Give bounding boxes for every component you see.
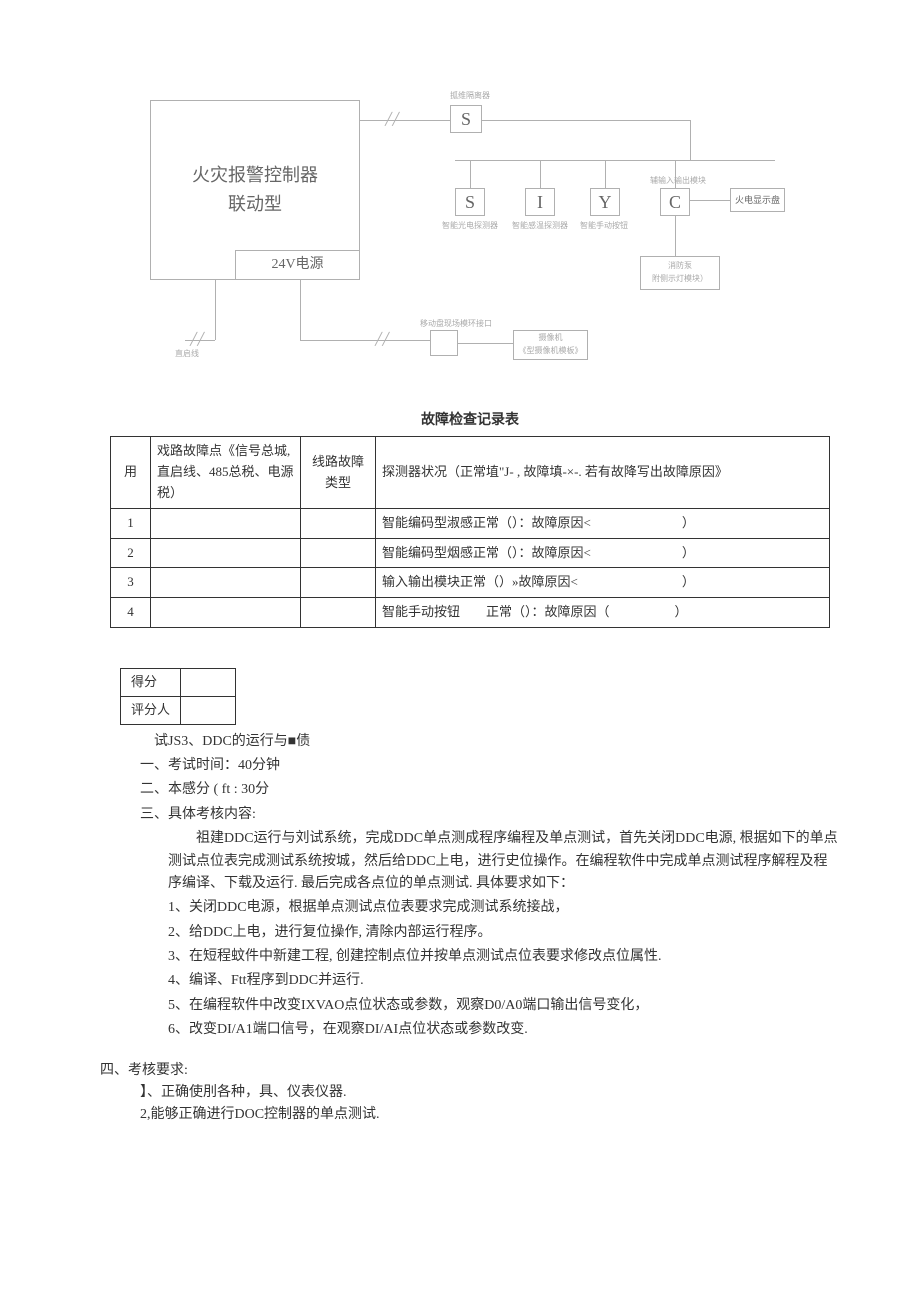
item-3: 3、在短程蚊件中新建工程, 创建控制点位并按单点测试点位表要求修改点位属性. — [140, 946, 840, 968]
pump-l1: 消防泵 — [668, 260, 692, 273]
cell-n: 1 — [111, 508, 151, 538]
item-2: 2、给DDC上电，进行复位操作, 清除内部运行程序。 — [140, 922, 840, 944]
bl-label: 直启线 — [175, 348, 199, 361]
pump-l2: 附侧示灯模块） — [652, 273, 708, 286]
y-label: 智能手动按钮 — [580, 220, 628, 233]
th-3: 线路故障类型 — [301, 437, 376, 508]
section-4: 四、考核要求: 】、正确使刖各种，具、仪表仪器. 2,能够正确进行DOC控制器的… — [100, 1060, 840, 1127]
interface-label: 移动盘现场模环接口 — [420, 318, 492, 331]
isolator-s: S — [461, 105, 471, 134]
para-1: 祖建DDC运行与刘试系统，完成DDC单点测成程序编程及单点测试，首先关闭DDC电… — [168, 828, 840, 895]
table-row: 4 智能手动按钮 正常（）：故障原因（ ） — [111, 598, 830, 628]
cell-n: 3 — [111, 568, 151, 598]
table-row: 2 智能编码型烟感正常（）：故障原因< ） — [111, 538, 830, 568]
th-4: 探测器状况（正常埴"J- , 故障填-×-. 若有故降写出故障原因》 — [376, 437, 830, 508]
sec4-title: 四、考核要求: — [100, 1060, 840, 1082]
th-2: 戏路故障点《信号总城, 直启线、485总税、电源税） — [151, 437, 301, 508]
score-r2: 评分人 — [121, 696, 181, 724]
fire-display: 火电显示盘 — [735, 193, 780, 207]
section-title: 试JS3、DDC的运行与■债 — [140, 731, 840, 753]
cell-d: 智能编码型淑感正常（）：故障原因< ） — [376, 508, 830, 538]
sec4-1: 】、正确使刖各种，具、仪表仪器. — [140, 1082, 840, 1104]
line-3: 三、具体考核内容: — [140, 804, 840, 826]
item-6: 6、改变DI/A1端口信号，在观察DI/AI点位状态或参数改变. — [140, 1019, 840, 1041]
cell-d: 智能编码型烟感正常（）：故障原因< ） — [376, 538, 830, 568]
table-header-row: 用 戏路故障点《信号总城, 直启线、485总税、电源税） 线路故障类型 探测器状… — [111, 437, 830, 508]
line-1: 一、考试时间：40分钟 — [140, 755, 840, 777]
fault-table-title: 故障检查记录表 — [100, 410, 840, 432]
score-table: 得分 评分人 — [120, 668, 236, 725]
fault-table: 用 戏路故障点《信号总城, 直启线、485总税、电源税） 线路故障类型 探测器状… — [110, 436, 830, 628]
item-1: 1、关闭DDC电源，根据单点测试点位表要求完成测试系统接战， — [140, 897, 840, 919]
cell-d: 智能手动按钮 正常（）：故障原因（ ） — [376, 598, 830, 628]
th-1: 用 — [111, 437, 151, 508]
cam-l2: 《型摄像机模板》 — [519, 345, 583, 358]
box-i: I — [537, 188, 543, 217]
cell-n: 2 — [111, 538, 151, 568]
score-r1: 得分 — [121, 668, 181, 696]
box-y: Y — [599, 188, 612, 217]
sec4-2: 2,能够正确进行DOC控制器的单点测试. — [140, 1104, 840, 1126]
table-row: 3 输入输出模块正常（）»故障原因< ） — [111, 568, 830, 598]
psu-label: 24V电源 — [271, 254, 323, 276]
fire-alarm-diagram: 火灾报警控制器 联动型 24V电源 ╱╱ 㧓维隔离器 S S I Y C 智能光… — [150, 80, 790, 390]
controller-line2: 联动型 — [228, 190, 282, 219]
cell-n: 4 — [111, 598, 151, 628]
box-s2: S — [465, 188, 475, 217]
isolator-label: 㧓维隔离器 — [450, 90, 490, 103]
table-row: 1 智能编码型淑感正常（）：故障原因< ） — [111, 508, 830, 538]
body-text: 试JS3、DDC的运行与■债 一、考试时间：40分钟 二、本感分 ( ft : … — [140, 731, 840, 1042]
box-c: C — [669, 188, 681, 217]
cell-d: 输入输出模块正常（）»故障原因< ） — [376, 568, 830, 598]
cam-l1: 摄像机 — [539, 332, 563, 345]
item-5: 5、在编程软件中改变IXVAO点位状态或参数，观察D0/A0端口输出信号变化， — [140, 995, 840, 1017]
i-label: 智能感温探测器 — [512, 220, 568, 233]
item-4: 4、编译、Ftt程序到DDC并运行. — [140, 970, 840, 992]
s2-label: 智能光电探测器 — [442, 220, 498, 233]
line-2: 二、本感分 ( ft : 30分 — [140, 779, 840, 801]
controller-line1: 火灾报警控制器 — [192, 161, 318, 190]
io-label: 辅输入输出模块 — [650, 175, 706, 188]
